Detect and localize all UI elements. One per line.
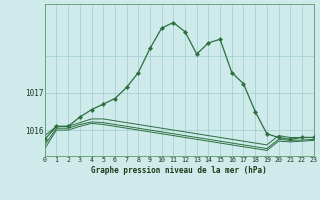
- X-axis label: Graphe pression niveau de la mer (hPa): Graphe pression niveau de la mer (hPa): [91, 166, 267, 175]
